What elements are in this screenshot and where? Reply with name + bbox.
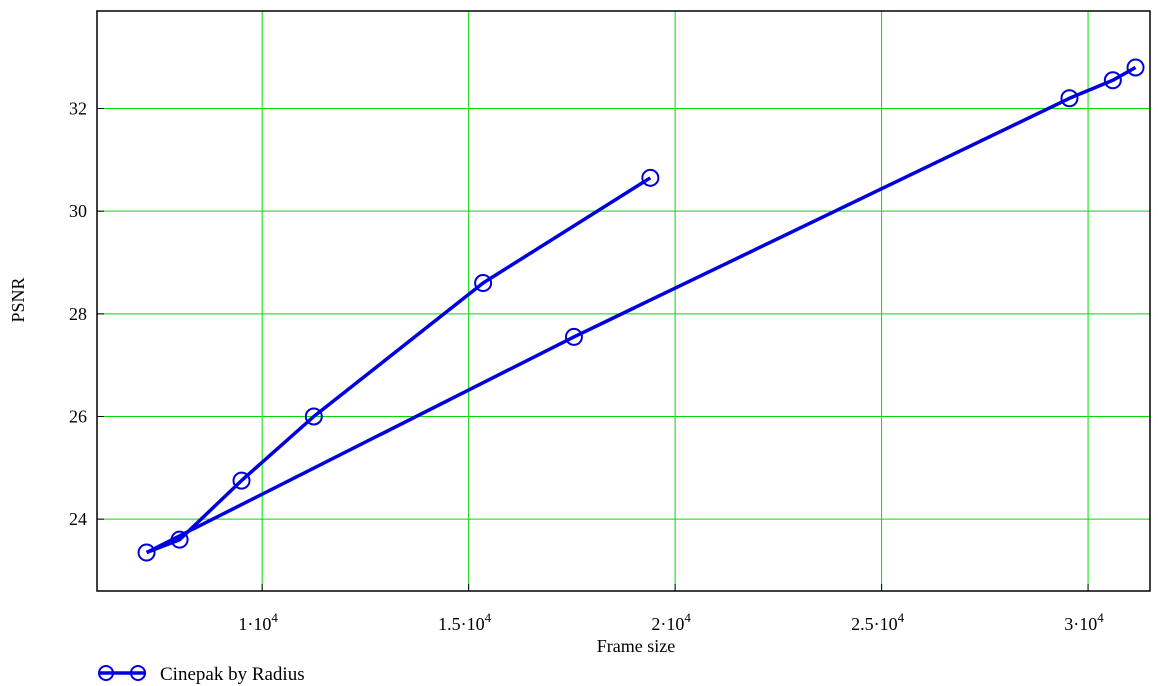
series-layer — [137, 58, 1145, 562]
data-point — [232, 471, 251, 490]
series-line — [145, 176, 652, 555]
y-tick-label: 30 — [69, 201, 87, 221]
data-point — [564, 327, 583, 346]
grid — [97, 11, 1150, 591]
y-tick-label: 32 — [69, 99, 87, 119]
x-tick-label: 1.5·104 — [438, 610, 492, 634]
x-tick-labels: 1·104 1.5·104 2·104 2.5·104 3·104 — [238, 610, 1104, 634]
x-tick-label: 2·104 — [651, 610, 691, 634]
y-axis-label: PSNR — [8, 277, 28, 322]
x-tick-label: 3·104 — [1064, 610, 1104, 634]
legend-label: Cinepak by Radius — [160, 664, 305, 685]
data-point — [137, 543, 156, 562]
y-tick-label: 28 — [69, 304, 87, 324]
data-point — [1103, 71, 1122, 90]
legend: Cinepak by Radius — [98, 664, 305, 685]
series-line — [145, 65, 1137, 555]
y-tick-label: 26 — [69, 406, 87, 426]
data-point — [170, 530, 189, 549]
data-point — [304, 407, 323, 426]
legend-marker — [130, 665, 146, 681]
data-point — [1060, 89, 1079, 108]
legend-swatch — [98, 665, 146, 681]
legend-marker — [98, 665, 114, 681]
data-point — [641, 168, 660, 187]
x-tick-label: 1·104 — [238, 610, 278, 634]
x-tick-label: 2.5·104 — [851, 610, 905, 634]
y-tick-label: 24 — [69, 509, 87, 529]
data-point — [474, 274, 493, 293]
y-tick-labels: 24 26 28 30 32 — [69, 99, 87, 530]
x-axis-label: Frame size — [597, 636, 675, 656]
data-point — [1126, 58, 1145, 77]
plot-frame — [96, 10, 1151, 592]
